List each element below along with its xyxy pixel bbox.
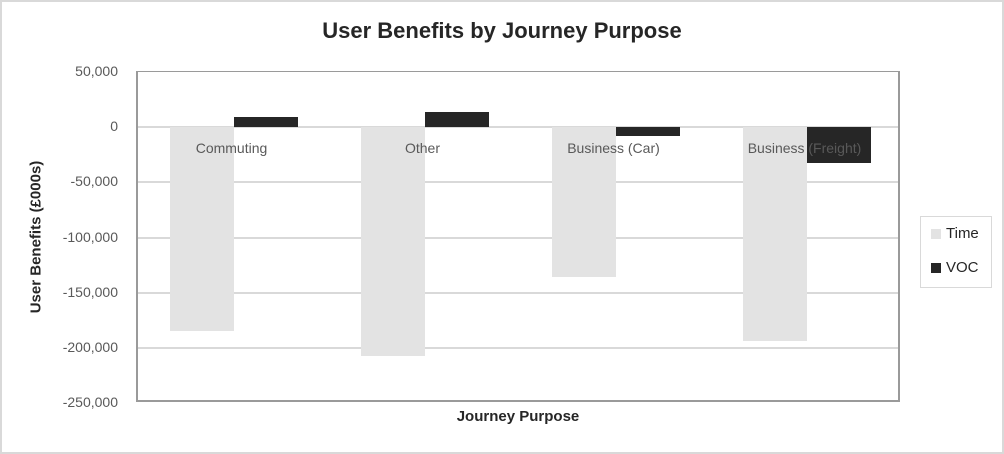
category-label: Commuting (195, 140, 268, 157)
y-tick-label: -150,000 (62, 283, 118, 300)
gridline (138, 126, 898, 129)
bar-voc-2 (615, 127, 680, 136)
legend: Time VOC (920, 216, 992, 288)
category-label: Business (Freight) (747, 140, 862, 157)
y-tick-label: 0 (110, 118, 118, 135)
gridline (138, 236, 898, 239)
legend-label-time: Time (946, 225, 979, 242)
plot-area (136, 71, 900, 402)
y-tick-label: -200,000 (62, 338, 118, 355)
bar-voc-1 (424, 112, 489, 128)
bar-time-0 (169, 127, 234, 332)
bar-voc-3 (806, 127, 871, 163)
bar-time-3 (742, 127, 807, 342)
legend-swatch-time (931, 228, 941, 239)
x-axis-label: Journey Purpose (456, 408, 580, 425)
y-tick-label: 50,000 (75, 63, 118, 79)
gridline (138, 291, 898, 294)
y-tick-label: -50,000 (70, 173, 118, 190)
chart-title: User Benefits by Journey Purpose (322, 18, 682, 43)
gridline (138, 181, 898, 184)
y-tick-label: -250,000 (62, 394, 118, 410)
y-tick-label: -100,000 (62, 228, 118, 245)
legend-item-voc: VOC (931, 259, 979, 276)
bar-time-1 (360, 127, 425, 356)
category-label: Business (Car) (567, 140, 660, 157)
legend-swatch-voc (931, 262, 941, 273)
bar-voc-0 (233, 117, 298, 128)
category-label: Other (404, 140, 441, 157)
gridline (138, 346, 898, 349)
legend-label-voc: VOC (946, 259, 979, 276)
legend-item-time: Time (931, 225, 979, 242)
bar-time-2 (551, 127, 616, 278)
